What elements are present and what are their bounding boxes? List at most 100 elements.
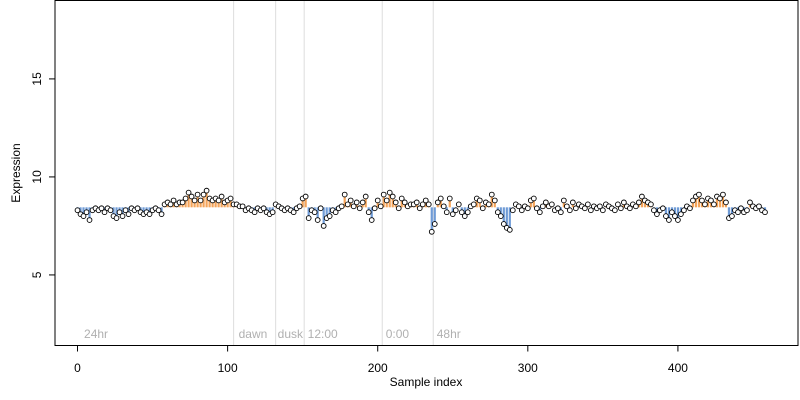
data-point [290,209,297,216]
data-point [200,191,207,198]
x-tick-label: 0 [74,361,81,375]
data-point [377,203,384,210]
data-point [341,191,348,198]
data-point [359,199,366,206]
data-point [720,191,726,198]
data-point [431,221,438,227]
data-point [566,207,573,214]
data-point [533,205,540,212]
data-point [179,199,186,206]
data-point [428,228,435,235]
condition-labels: 24hr dawn dusk 12:00 0:00 48hr [84,327,461,341]
data-point [395,205,402,212]
data-point [524,205,531,212]
data-point [383,197,390,204]
data-point [365,209,372,216]
data-point [260,205,267,212]
data-point [437,195,444,202]
data-point [302,193,309,200]
data-point [711,201,717,208]
data-point [305,215,312,221]
condition-label: dusk [278,327,304,341]
data-point [672,213,678,219]
data-point [434,199,441,206]
data-point [696,191,702,198]
data-point [446,195,453,202]
data-point [449,211,456,218]
data-point [699,197,705,204]
plot-frame [54,0,799,346]
data-point [518,207,525,214]
data-point [470,201,477,208]
data-point [636,199,642,206]
data-point [101,209,108,216]
data-point [461,213,468,219]
data-point [747,199,753,206]
data-point [347,197,354,204]
data-point [663,213,669,219]
data-point [146,211,153,218]
data-point [515,203,522,210]
data-point [350,203,357,210]
condition-dividers [233,0,434,346]
data-point [651,207,657,214]
y-tick-label: 15 [30,72,44,86]
x-tick-label: 300 [518,361,538,375]
data-point [654,211,660,218]
data-point [443,209,450,216]
data-point [74,207,81,214]
data-point [597,203,603,210]
data-point [86,217,93,223]
data-point [317,205,324,212]
condition-label: 48hr [437,327,461,341]
data-point [389,193,396,200]
data-point [356,205,363,212]
data-point [320,223,327,229]
x-axis-label: Sample index [390,375,463,389]
data-point [678,211,684,218]
data-point [633,203,639,210]
data-point [675,217,681,223]
y-tick-label: 10 [30,170,44,184]
data-point [666,217,672,223]
data-point [134,205,141,212]
data-point [80,213,87,219]
condition-label: dawn [239,327,268,341]
data-point [194,191,201,198]
data-point [588,207,594,214]
data-point [251,209,258,216]
data-point [197,197,204,204]
data-points [74,187,768,235]
x-tick-label: 400 [668,361,688,375]
data-point [371,205,378,212]
data-point [506,226,513,233]
data-point [530,195,537,202]
data-point [488,191,495,198]
data-point [458,209,465,216]
data-point [116,209,123,216]
data-point [479,205,486,212]
data-point [485,201,492,208]
data-point [269,209,276,216]
data-point [612,207,618,214]
data-point [497,213,504,219]
data-point [600,207,606,214]
data-point [723,199,729,206]
data-point [401,199,408,206]
data-point [681,207,687,214]
data-point [113,215,120,221]
data-point [690,197,696,204]
data-point [380,191,387,198]
data-point [660,205,666,212]
data-point [416,205,423,212]
data-point [422,197,429,204]
data-point [452,207,459,214]
data-point [582,205,588,212]
data-point [392,199,399,206]
data-point [717,195,723,202]
data-point [494,209,501,216]
data-point [615,201,621,208]
data-point [464,209,471,216]
data-point [627,205,633,212]
